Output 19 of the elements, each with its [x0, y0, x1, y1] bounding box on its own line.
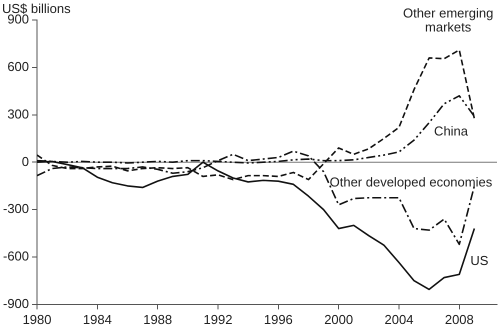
x-tick-label: 1980	[22, 312, 52, 327]
y-tick-label: -300	[2, 201, 30, 216]
y-tick-label: -900	[2, 296, 30, 311]
series-label: China	[434, 124, 469, 139]
y-tick-label: 0	[22, 154, 30, 169]
text: Other emerging markets	[402, 6, 494, 35]
x-tick-label: 1992	[204, 312, 232, 327]
y-axis-title: US$ billions	[2, 1, 71, 16]
x-tick-label: 1984	[82, 312, 112, 327]
series-label: US	[470, 253, 489, 268]
y-tick-label: 600	[7, 58, 30, 74]
y-tick-label: 300	[7, 106, 30, 122]
x-tick-label: 2000	[324, 312, 354, 327]
x-tick-label: 1996	[264, 312, 293, 327]
x-tick-label: 2008	[444, 312, 474, 327]
x-tick-label: 1988	[143, 312, 172, 327]
series-label: Other developed economies	[330, 174, 493, 190]
x-tick-label: 2004	[384, 312, 414, 327]
y-tick-label: -600	[2, 248, 30, 264]
